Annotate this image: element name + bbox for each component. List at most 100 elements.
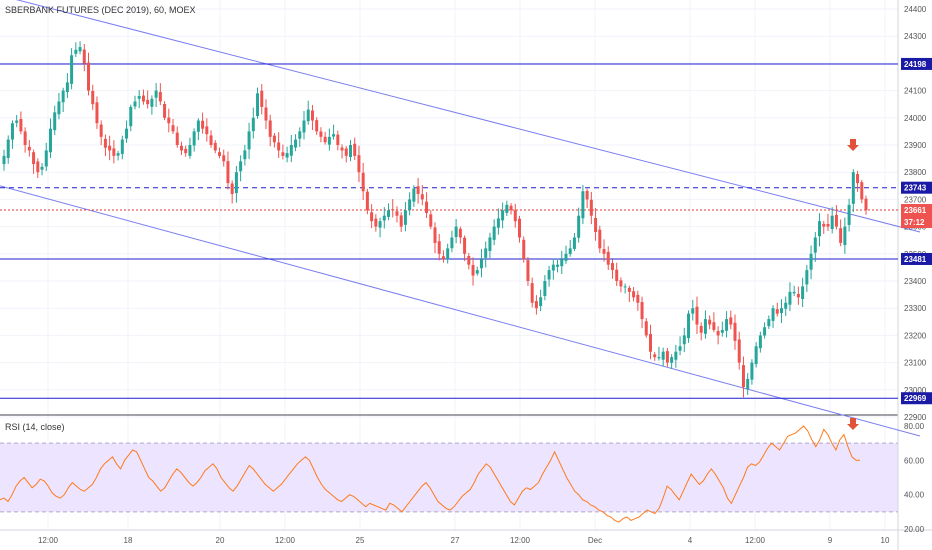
- candle-body: [61, 90, 65, 103]
- candle-body: [674, 351, 678, 360]
- candle-body: [665, 351, 669, 363]
- candle-body: [615, 269, 619, 281]
- candle-body: [10, 123, 14, 140]
- candle-body: [479, 259, 483, 269]
- candle-body: [763, 327, 767, 336]
- price-tick-label: 23300: [904, 304, 927, 313]
- candle-body: [543, 281, 547, 297]
- candle-body: [234, 172, 238, 194]
- candle-body: [771, 308, 775, 321]
- candle-body: [319, 131, 323, 137]
- candle-body: [784, 302, 788, 309]
- candle-body: [222, 155, 226, 162]
- candle-body: [353, 143, 357, 156]
- candle-body: [687, 313, 691, 339]
- candle-body: [670, 357, 674, 363]
- candle-body: [725, 319, 729, 331]
- candle-body: [598, 229, 602, 249]
- candle-body: [395, 211, 399, 216]
- candle-body: [632, 291, 636, 298]
- candle-body: [775, 309, 779, 314]
- time-tick-label: 4: [688, 536, 693, 545]
- candle-body: [589, 199, 593, 216]
- candle-body: [522, 239, 526, 260]
- candle-body: [830, 215, 834, 230]
- price-tick-label: 24300: [904, 32, 927, 41]
- price-tick-label: 23800: [904, 168, 927, 177]
- time-tick-label: 12:00: [38, 536, 59, 545]
- candle-body: [91, 90, 95, 105]
- candle-body: [226, 161, 230, 184]
- candle-body: [403, 210, 407, 225]
- candle-body: [547, 270, 551, 280]
- candle-body: [146, 99, 150, 105]
- candle-body: [243, 150, 247, 160]
- time-tick-label: 25: [356, 536, 365, 545]
- level-badge-23481[interactable]: [901, 252, 932, 265]
- level-badge-24198[interactable]: [901, 57, 932, 70]
- candle-body: [408, 199, 412, 211]
- candle-body: [327, 136, 331, 145]
- candle-body: [518, 218, 522, 238]
- level-badge-22969[interactable]: [901, 392, 932, 405]
- candle-body: [179, 145, 183, 151]
- candle-body: [454, 226, 458, 238]
- price-tick-label: 23700: [904, 195, 927, 204]
- candle-body: [860, 182, 864, 200]
- down-arrow-icon: [847, 418, 859, 430]
- candle-body: [839, 228, 843, 243]
- candle-body: [556, 264, 560, 267]
- candle-body: [298, 131, 302, 139]
- price-tick-label: 23400: [904, 277, 927, 286]
- candle-body: [539, 297, 543, 307]
- candle-body: [619, 280, 623, 287]
- candle-body: [116, 153, 120, 156]
- candle-body: [572, 237, 576, 249]
- rsi-tick-label: 20.00: [904, 525, 925, 534]
- candle-body: [6, 139, 10, 158]
- candle-body: [843, 226, 847, 245]
- price-tick-label: 23100: [904, 359, 927, 368]
- price-tick-label: 24400: [904, 5, 927, 14]
- level-badge-23661[interactable]: [901, 204, 932, 217]
- candle-body: [856, 174, 860, 184]
- candle-body: [285, 153, 289, 158]
- level-badge-23743[interactable]: [901, 181, 932, 194]
- candle-body: [44, 150, 48, 167]
- candle-body: [306, 109, 310, 122]
- candle-body: [32, 152, 36, 165]
- candle-body: [737, 339, 741, 363]
- candle-body: [141, 95, 145, 102]
- candle-body: [205, 126, 209, 135]
- countdown-text: 37:12: [904, 218, 925, 227]
- candle-body: [133, 101, 137, 107]
- candle-body: [332, 134, 336, 137]
- candle-body: [509, 205, 513, 211]
- candle-body: [281, 152, 285, 156]
- price-tick-label: 23900: [904, 141, 927, 150]
- candle-body: [813, 237, 817, 253]
- candle-body: [192, 131, 196, 146]
- candle-body: [196, 120, 200, 132]
- candle-body: [272, 135, 276, 143]
- candle-body: [458, 228, 462, 238]
- candle-body: [129, 106, 133, 127]
- candle-body: [712, 322, 716, 330]
- candle-body: [125, 128, 129, 139]
- candle-body: [365, 191, 369, 211]
- candle-body: [818, 221, 822, 237]
- candle-body: [361, 172, 365, 192]
- candle-body: [268, 120, 272, 137]
- candle-body: [294, 139, 298, 148]
- candle-body: [348, 145, 352, 158]
- rsi-tick-label: 40.00: [904, 491, 925, 500]
- candle-body: [471, 265, 475, 276]
- candle-body: [429, 214, 433, 227]
- candle-body: [239, 161, 243, 172]
- candle-body: [382, 215, 386, 221]
- rsi-tick-label: 60.00: [904, 456, 925, 465]
- candle-body: [108, 145, 112, 151]
- candle-body: [289, 145, 293, 156]
- candle-body: [167, 117, 171, 124]
